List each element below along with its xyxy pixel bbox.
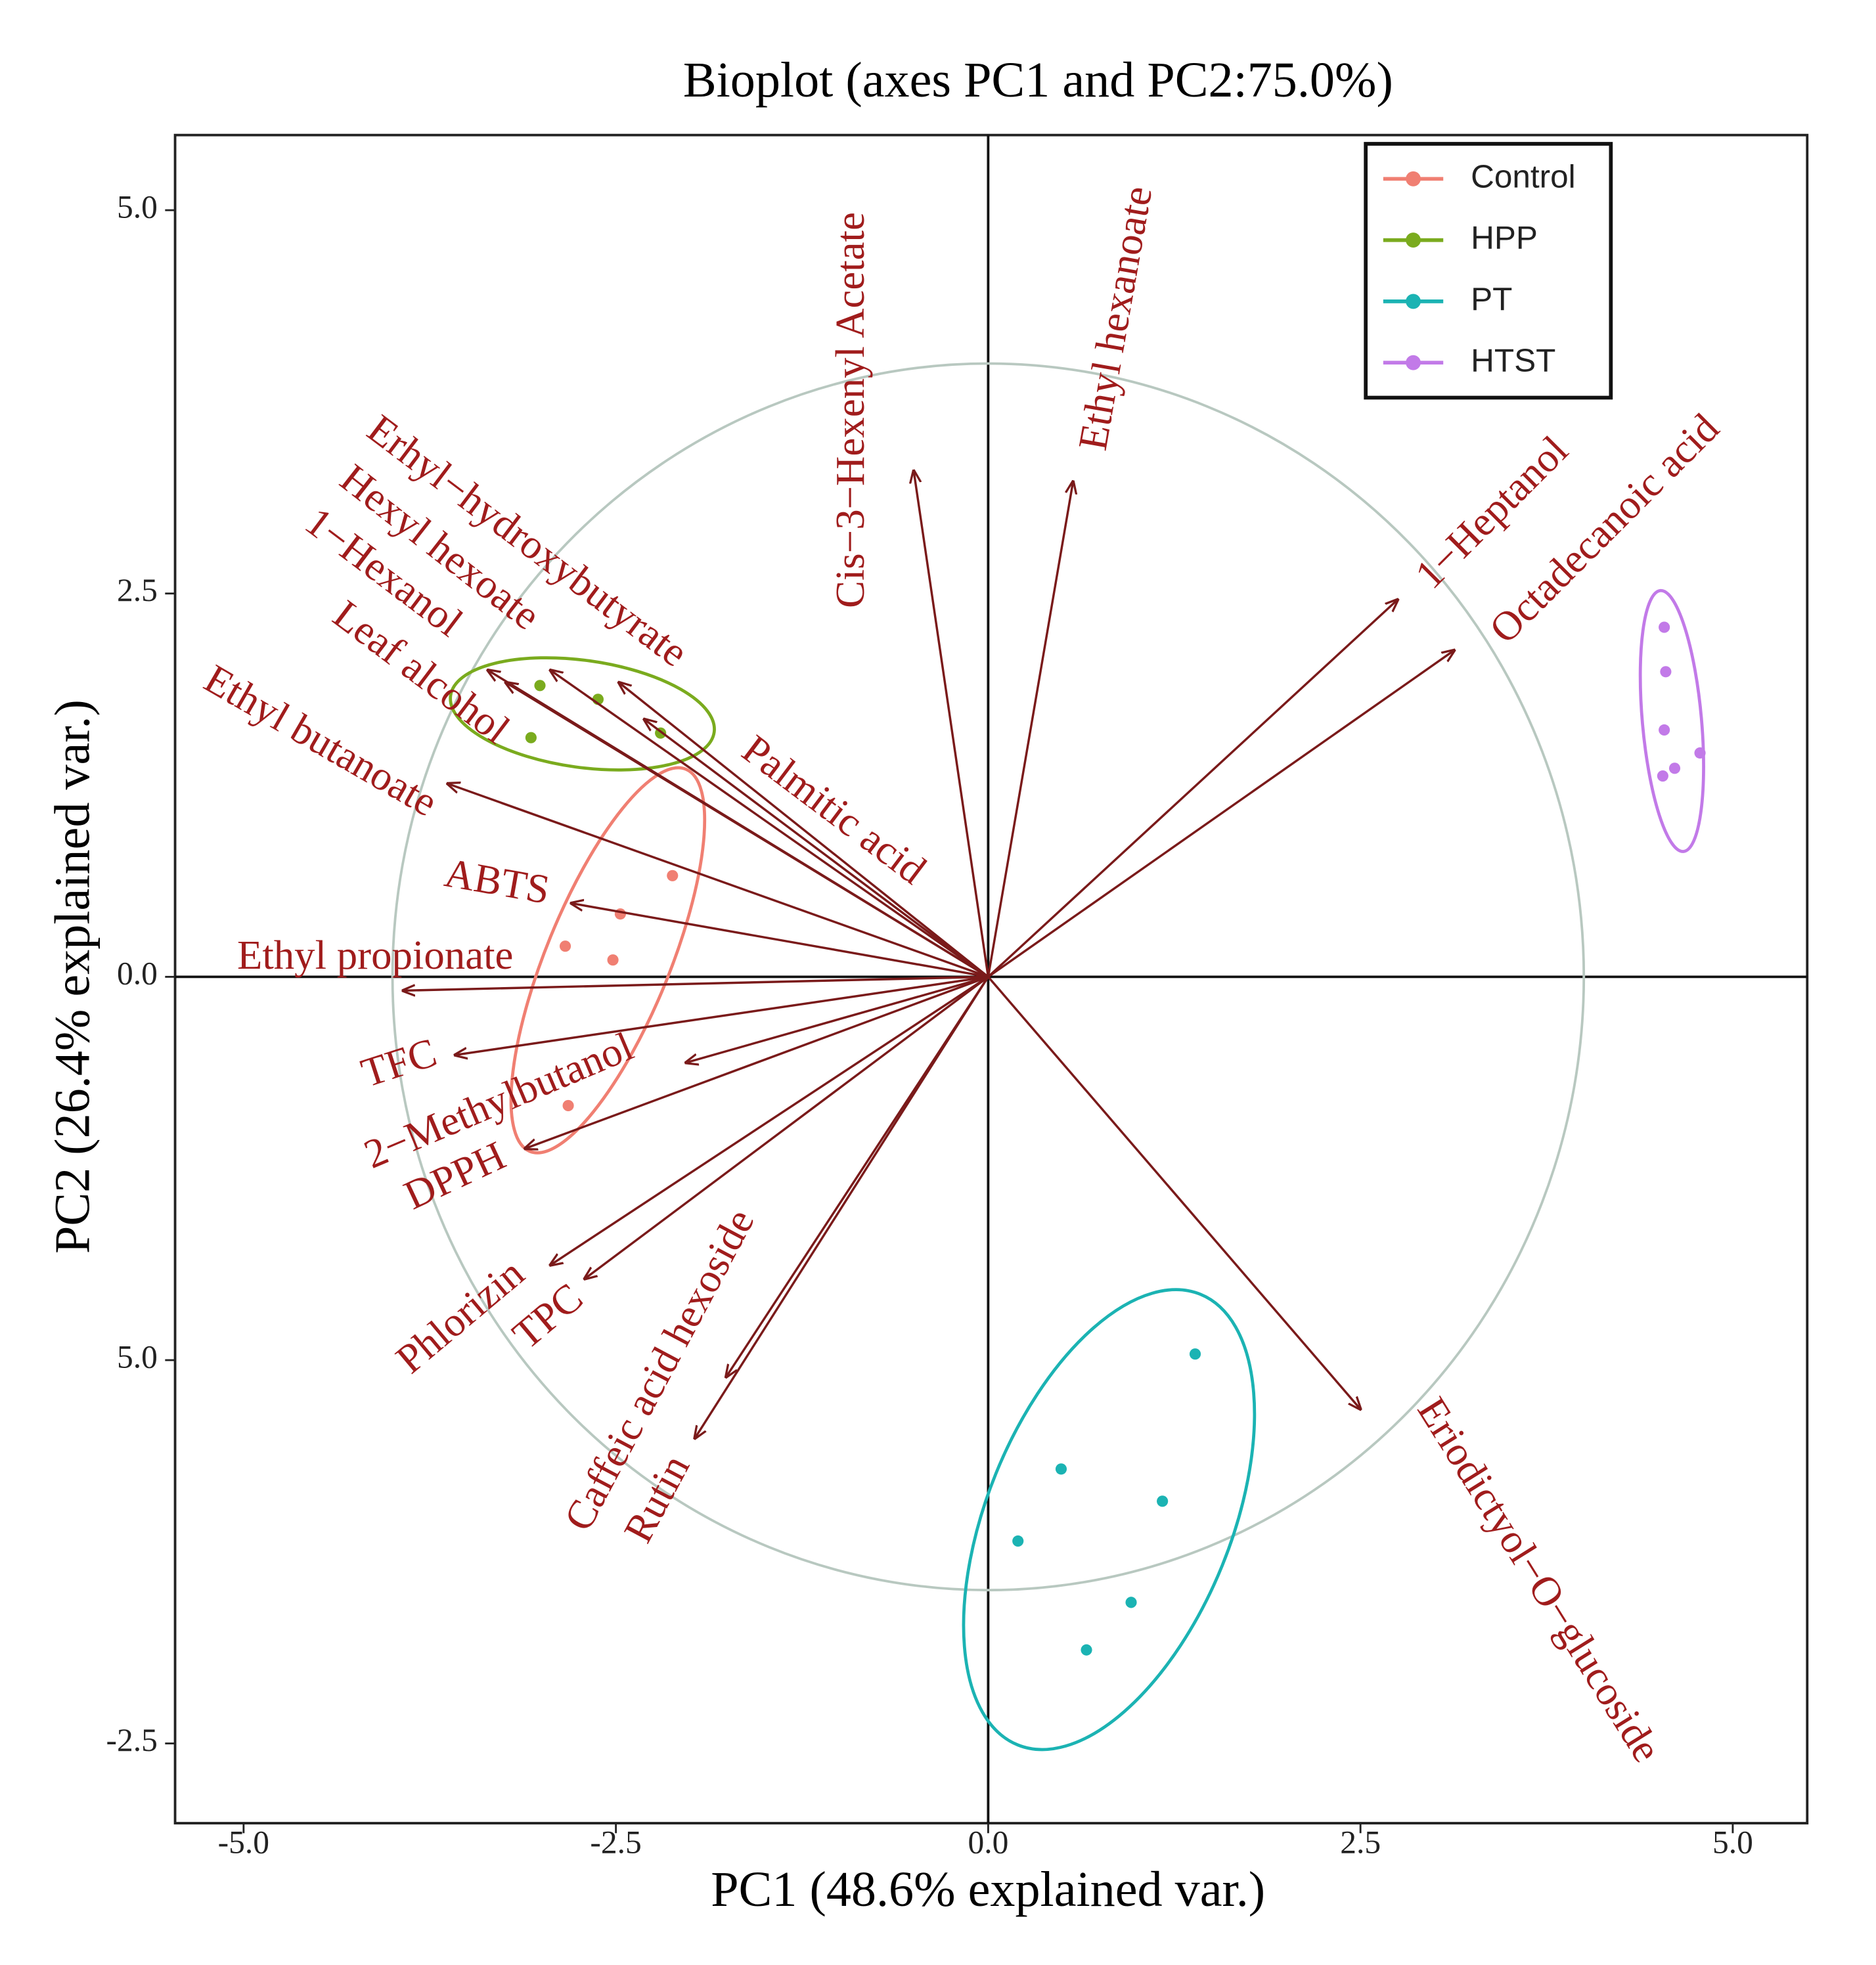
loading-arrow bbox=[455, 975, 989, 1055]
y-tick-label: 5.0 bbox=[117, 1338, 158, 1375]
x-tick-label: 0.0 bbox=[968, 1824, 1008, 1861]
legend-marker bbox=[1406, 171, 1421, 187]
correlation-circle bbox=[391, 362, 1586, 1592]
point bbox=[1157, 1495, 1169, 1507]
legend-label: HTST bbox=[1471, 342, 1555, 378]
loading-arrow bbox=[644, 719, 989, 978]
loading-arrow bbox=[403, 975, 989, 990]
legend-box bbox=[1364, 142, 1613, 400]
loading-label: Ethyl hexanoate bbox=[1069, 183, 1161, 453]
point bbox=[534, 680, 546, 692]
y-axis-label: PC2 (26.4% explained var.) bbox=[45, 699, 100, 1254]
loading-arrow bbox=[695, 976, 989, 1438]
point bbox=[614, 908, 626, 920]
loading-arrow bbox=[987, 650, 1454, 978]
loading-label: TFC bbox=[356, 1029, 442, 1096]
group-ellipse bbox=[1638, 588, 1705, 853]
y-tick-label: 2.5 bbox=[117, 572, 158, 608]
loading-label: Octadecanoic acid bbox=[1481, 405, 1728, 651]
point bbox=[1659, 621, 1670, 633]
loading-arrow bbox=[914, 471, 990, 977]
plot-frame bbox=[173, 133, 1809, 1824]
legend-label: PT bbox=[1471, 281, 1512, 317]
y-tick-label: -2.5 bbox=[106, 1722, 158, 1758]
x-tick-label: 2.5 bbox=[1340, 1824, 1381, 1861]
loading-arrow bbox=[987, 600, 1397, 978]
loading-label: ABTS bbox=[441, 849, 553, 913]
point bbox=[562, 1099, 574, 1112]
legend-marker bbox=[1406, 355, 1421, 370]
point bbox=[1125, 1597, 1137, 1608]
y-tick-label: 5.0 bbox=[117, 188, 158, 225]
loading-arrow bbox=[506, 682, 989, 978]
x-tick-label: -2.5 bbox=[590, 1824, 641, 1861]
point bbox=[1055, 1463, 1067, 1475]
loading-arrow bbox=[571, 903, 989, 979]
point bbox=[667, 870, 679, 881]
point bbox=[559, 940, 571, 952]
point bbox=[607, 954, 619, 966]
y-tick-label: 0.0 bbox=[117, 956, 158, 992]
loading-label: Eriodictyol−O−glucoside bbox=[1409, 1389, 1670, 1770]
legend-marker bbox=[1406, 294, 1421, 309]
loading-arrow bbox=[550, 670, 989, 978]
point bbox=[1012, 1535, 1024, 1547]
loading-arrow bbox=[619, 682, 989, 978]
group-ellipse bbox=[449, 656, 716, 772]
loading-arrow bbox=[550, 975, 989, 1265]
point bbox=[1668, 762, 1681, 774]
legend-marker bbox=[1406, 232, 1421, 248]
point bbox=[1657, 770, 1668, 782]
loading-arrow bbox=[987, 976, 1360, 1409]
loading-arrow bbox=[987, 481, 1073, 977]
x-tick-label: 5.0 bbox=[1712, 1824, 1753, 1861]
group-ellipse bbox=[962, 1288, 1257, 1752]
loading-arrow bbox=[447, 784, 989, 978]
point bbox=[525, 732, 537, 743]
loading-label: Cis−3−Hexenyl Acetate bbox=[827, 212, 873, 608]
loading-label: Ethyl propionate bbox=[237, 932, 514, 978]
point bbox=[1660, 666, 1672, 678]
x-tick-label: -5.0 bbox=[218, 1824, 269, 1861]
loading-arrow bbox=[525, 975, 989, 1148]
loading-arrow bbox=[585, 975, 989, 1279]
legend-label: HPP bbox=[1471, 220, 1538, 256]
point bbox=[1659, 724, 1670, 736]
chart-title: Bioplot (axes PC1 and PC2:75.0%) bbox=[683, 53, 1393, 108]
point bbox=[1081, 1644, 1092, 1656]
legend-label: Control bbox=[1471, 158, 1576, 194]
x-axis-label: PC1 (48.6% explained var.) bbox=[711, 1862, 1265, 1917]
legend: Control HPP PT HTST bbox=[1364, 142, 1613, 400]
point bbox=[1694, 747, 1706, 759]
point bbox=[1189, 1348, 1201, 1360]
loading-arrow bbox=[686, 975, 989, 1063]
